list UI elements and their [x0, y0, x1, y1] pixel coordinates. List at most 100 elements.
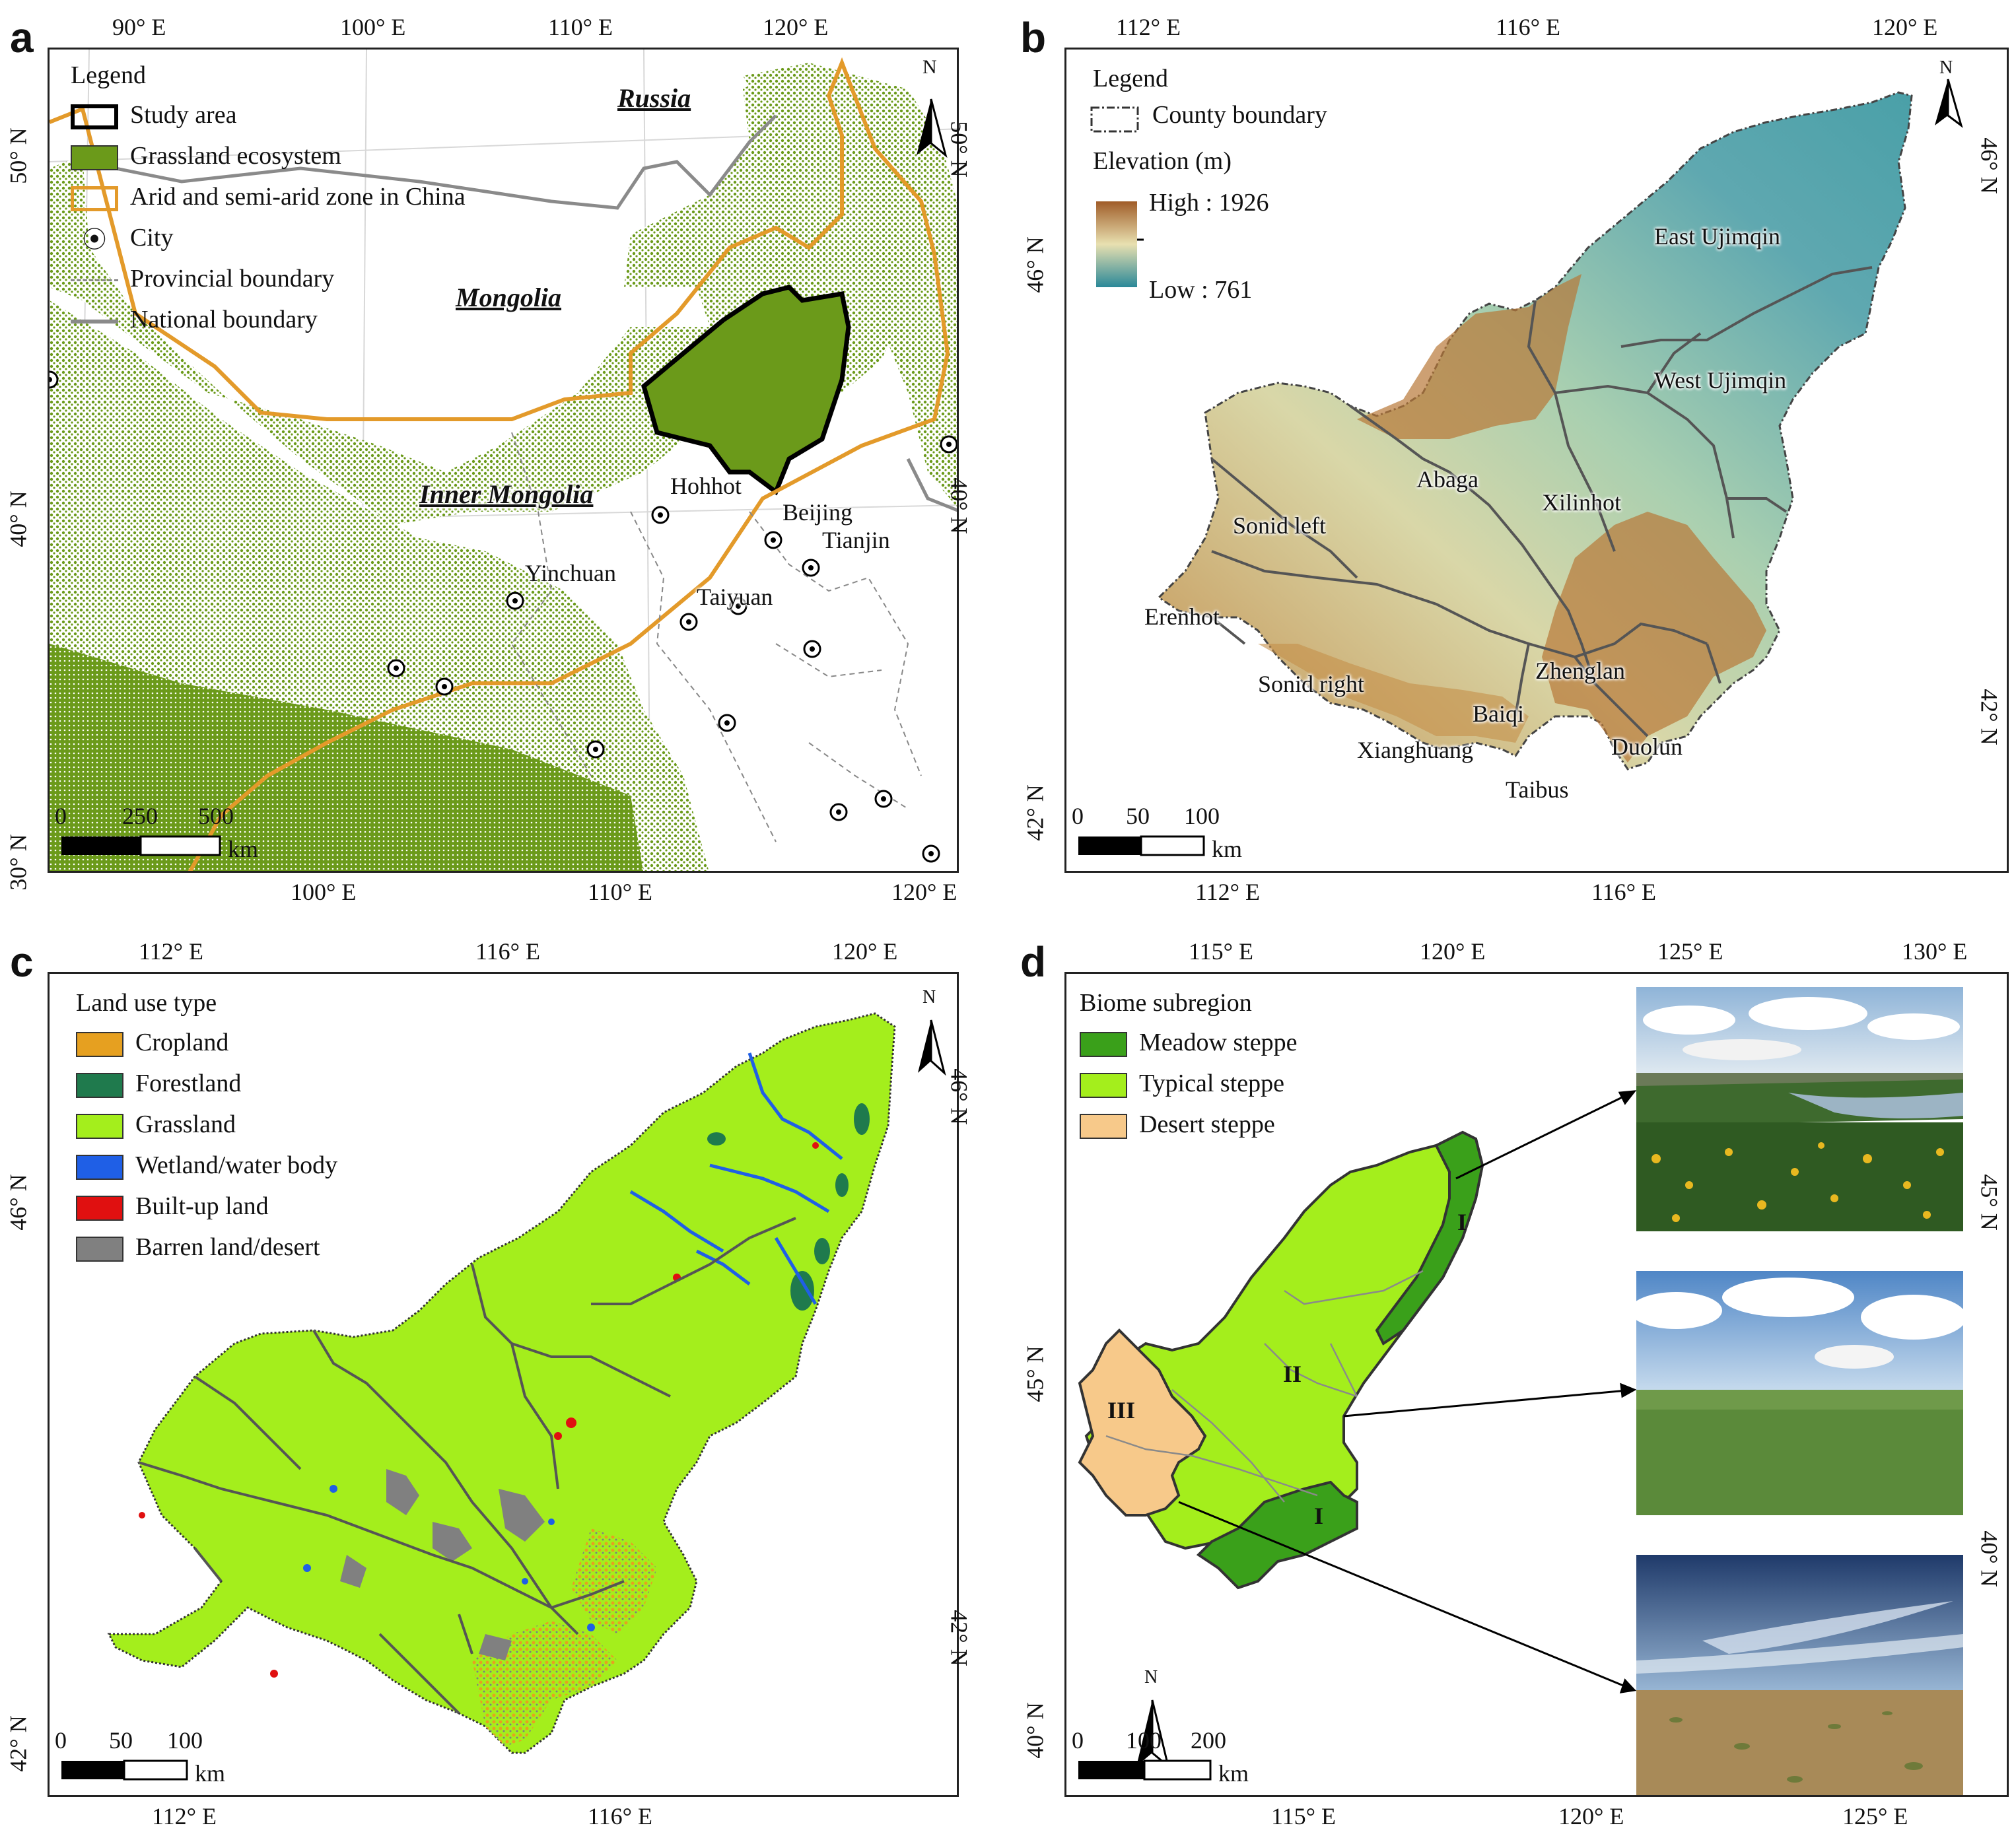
scale-tick-0: 0 [1072, 803, 1084, 829]
d-bottom-tick-0: 115° E [1271, 1803, 1337, 1829]
scale-unit: km [195, 1760, 226, 1787]
scale-tick-1: 100 [1126, 1727, 1162, 1754]
d-right-tick-0: 45° N [1976, 1174, 2003, 1231]
b-top-tick-2: 120° E [1872, 14, 1938, 40]
d-left-tick-1: 40° N [1022, 1702, 1049, 1759]
panel-c-landuse-map [61, 1012, 946, 1781]
a-left-tick-1: 40° N [5, 491, 32, 547]
legend-title: Legend [1093, 65, 1168, 92]
panel-label-c: c [10, 938, 34, 986]
scale-tick-1: 250 [122, 803, 158, 829]
dashed-line-icon [71, 279, 118, 282]
b-right-tick-0: 46° N [1976, 137, 2003, 194]
b-right-tick-1: 42° N [1976, 689, 2003, 745]
typical-swatch-icon [1080, 1073, 1127, 1099]
legend-item-barren: Barren land/desert [76, 1235, 320, 1262]
legend-item-study-area: Study area [71, 102, 236, 130]
north-arrow-icon [918, 1019, 946, 1076]
legend-item-arid-zone: Arid and semi-arid zone in China [71, 184, 466, 212]
north-arrow-icon [1935, 79, 1963, 128]
barren-swatch-icon [76, 1237, 123, 1262]
region-label-II: II [1283, 1361, 1302, 1387]
county-xianghuang: Xianghuang [1357, 737, 1473, 763]
county-boundary-label: County boundary [1152, 101, 1327, 129]
label-yinchuan: Yinchuan [525, 560, 616, 586]
grassland-swatch-icon [76, 1114, 123, 1140]
region-label-I-south: I [1314, 1503, 1324, 1529]
study-area-outline-icon [71, 104, 118, 130]
a-bottom-tick-2: 120° E [891, 879, 957, 905]
legend-item-grassland: Grassland ecosystem [71, 143, 341, 171]
meadow-swatch-icon [1080, 1032, 1127, 1058]
elevation-ramp [1096, 201, 1137, 287]
a-bottom-tick-1: 110° E [588, 879, 653, 905]
panel-label-d: d [1020, 938, 1047, 986]
d-top-tick-0: 115° E [1189, 938, 1254, 965]
county-erenhot: Erenhot [1144, 603, 1220, 630]
legend-title: Legend [71, 61, 146, 89]
county-east-ujimqin: East Ujimqin [1654, 223, 1780, 250]
elevation-high: High : 1926 [1149, 189, 1269, 217]
builtup-swatch-icon [76, 1196, 123, 1221]
county-west-ujimqin: West Ujimqin [1654, 367, 1787, 393]
gray-line-icon [71, 320, 118, 324]
a-left-tick-0: 50° N [5, 127, 32, 184]
region-label-I-north: I [1457, 1209, 1467, 1235]
label-beijing: Beijing [782, 499, 852, 526]
scale-unit: km [1218, 1760, 1249, 1787]
scale-tick-2: 500 [198, 803, 234, 829]
a-right-tick-0: 50° N [946, 121, 973, 178]
a-top-tick-1: 100° E [340, 14, 406, 40]
d-top-tick-3: 130° E [1902, 938, 1968, 965]
b-bottom-tick-1: 116° E [1591, 879, 1657, 905]
legend-panel-a: Legend Study area Grassland ecosystem Ar… [71, 56, 573, 347]
c-right-tick-1: 42° N [946, 1610, 973, 1666]
scale-unit: km [1212, 836, 1243, 862]
scale-bar [61, 835, 221, 856]
region-label-III: III [1107, 1397, 1136, 1423]
arid-zone-outline-icon [71, 186, 118, 212]
c-left-tick-1: 42° N [5, 1715, 32, 1772]
wetland-swatch-icon [76, 1155, 123, 1180]
county-taibus: Taibus [1506, 776, 1569, 803]
label-mongolia: Mongolia [456, 283, 562, 312]
panel-b-elevation-map [1078, 79, 1963, 856]
scale-tick-1: 50 [109, 1727, 133, 1754]
label-russia: Russia [617, 83, 691, 113]
legend-item-grassland: Grassland [76, 1112, 236, 1140]
legend-panel-b: Legend County boundary Elevation (m) Hig… [1093, 66, 1463, 343]
legend-panel-c: Land use type Cropland Forestland Grassl… [76, 990, 419, 1268]
legend-item-cropland: Cropland [76, 1030, 228, 1058]
panel-c-map: Land use type Cropland Forestland Grassl… [48, 972, 959, 1797]
scale-tick-1: 50 [1126, 803, 1150, 829]
scale-unit: km [228, 836, 259, 862]
county-xilinhot: Xilinhot [1542, 489, 1622, 516]
scale-tick-0: 0 [55, 803, 67, 829]
b-top-tick-1: 116° E [1496, 14, 1561, 40]
county-boundary-icon [1090, 106, 1139, 133]
c-left-tick-0: 46° N [5, 1174, 32, 1231]
c-top-tick-2: 120° E [832, 938, 898, 965]
panel-label-a: a [10, 14, 34, 61]
scale-tick-0: 0 [55, 1727, 67, 1754]
desert-steppe-photo [1636, 1555, 1963, 1795]
scale-bar [1078, 1759, 1212, 1781]
scale-tick-2: 100 [1184, 803, 1220, 829]
a-top-tick-2: 110° E [548, 14, 613, 40]
d-top-tick-2: 125° E [1657, 938, 1723, 965]
north-arrow-icon [917, 98, 948, 158]
forestland-swatch-icon [76, 1073, 123, 1099]
legend-title: Land use type [76, 989, 217, 1017]
north-label: N [922, 987, 936, 1007]
legend-item-wetland: Wetland/water body [76, 1153, 337, 1180]
elevation-title: Elevation (m) [1093, 147, 1232, 175]
a-left-tick-2: 30° N [5, 834, 32, 891]
county-abaga: Abaga [1416, 466, 1478, 493]
elevation-low: Low : 761 [1149, 276, 1253, 304]
scale-bar [61, 1759, 188, 1781]
c-bottom-tick-0: 112° E [152, 1803, 217, 1829]
legend-item-national: National boundary [71, 307, 318, 332]
north-arrow-icon [1136, 1699, 1170, 1769]
d-right-tick-1: 40° N [1976, 1530, 2003, 1587]
d-bottom-tick-1: 120° E [1558, 1803, 1624, 1829]
